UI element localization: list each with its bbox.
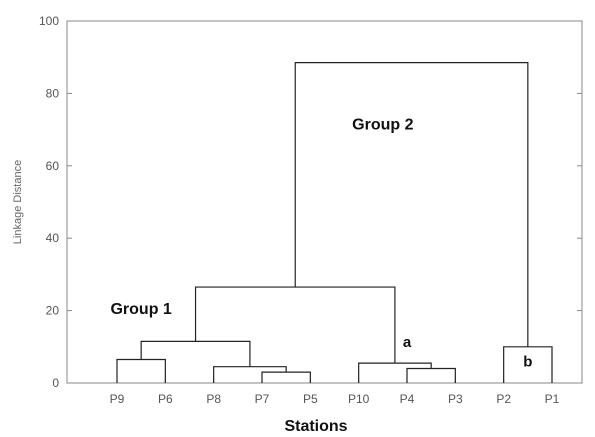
plot-frame — [66, 20, 583, 384]
dendrogram-links — [116, 62, 553, 383]
dendrogram-link — [213, 366, 287, 383]
x-tick-label: P4 — [400, 392, 415, 406]
y-tick-label: 100 — [39, 14, 59, 28]
annotations: Group 2 Group 1 a b — [110, 117, 532, 371]
y-tick-label: 80 — [46, 86, 60, 100]
dendrogram-link — [116, 358, 166, 383]
x-tick-label: P1 — [545, 392, 560, 406]
annotation-label: Group 1 — [110, 301, 171, 318]
x-tick-label: P6 — [158, 392, 173, 406]
dendrogram-link — [294, 62, 529, 347]
axes — [66, 20, 583, 384]
y-tick-label: 20 — [46, 304, 60, 318]
x-tick-label: P9 — [110, 392, 125, 406]
x-axis-title: Stations — [284, 418, 347, 435]
x-tick-label: P10 — [348, 392, 370, 406]
x-tick-label: P8 — [206, 392, 221, 406]
x-tick-label: P5 — [303, 392, 318, 406]
y-axis-title: Linkage Distance — [12, 160, 24, 244]
dendrogram-link — [140, 340, 251, 367]
dendrogram-link — [406, 367, 456, 383]
x-tick-label: P3 — [448, 392, 463, 406]
y-tick-label: 40 — [46, 231, 60, 245]
dendrogram-link — [261, 371, 311, 383]
y-axis-ticks: 0 20 40 60 80 100 — [39, 14, 582, 390]
annotation-label: a — [403, 334, 412, 351]
y-tick-label: 0 — [52, 376, 59, 390]
annotation-label: Group 2 — [352, 117, 413, 134]
x-tick-label: P2 — [496, 392, 511, 406]
dendrogram-link — [358, 362, 432, 383]
x-tick-label: P7 — [255, 392, 270, 406]
y-tick-label: 60 — [46, 159, 60, 173]
annotation-label: b — [523, 354, 532, 371]
dendrogram-link — [194, 286, 396, 364]
